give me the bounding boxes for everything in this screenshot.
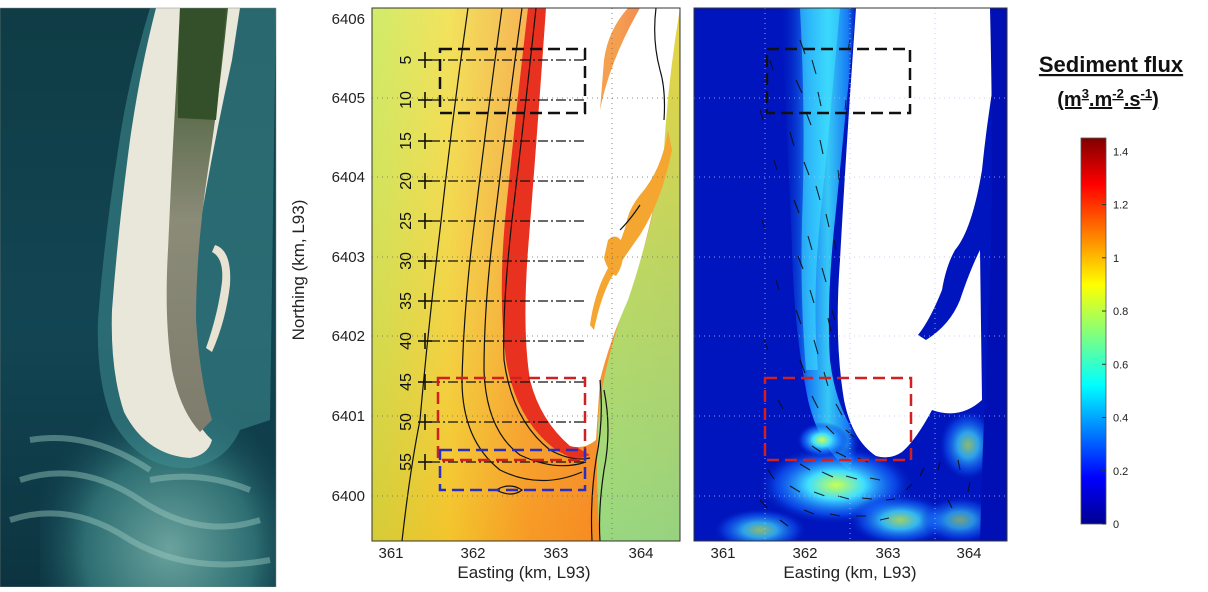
colorbar-tick-label: 0.6 xyxy=(1113,359,1128,371)
analysis-boxes xyxy=(436,47,587,492)
y-tick: 6405 xyxy=(332,90,365,107)
transect-label: 10 xyxy=(398,91,415,109)
y-tick: 6406 xyxy=(332,11,365,28)
colorbar-tick-label: 0.4 xyxy=(1113,413,1128,425)
transect-label: 55 xyxy=(398,453,415,471)
middle-y-ticks: 6400 6401 6402 6403 6404 6405 6406 xyxy=(332,11,365,505)
colorbar: Sediment flux (m3.m-2.s-1) 0 0.2 0.4 0.6 0.8… xyxy=(1039,52,1184,531)
transect-label: 15 xyxy=(398,132,415,150)
grid-lines-right xyxy=(694,8,1007,541)
y-tick: 6400 xyxy=(332,488,365,505)
transect-label: 50 xyxy=(398,413,415,431)
colorbar-title: Sediment flux xyxy=(1039,52,1184,77)
colorbar-tick-label: 0.2 xyxy=(1113,466,1128,478)
colorbar-tick-label: 0.8 xyxy=(1113,306,1128,318)
flux-vectors xyxy=(759,39,971,527)
right-x-ticks: 361 362 363 364 xyxy=(710,545,981,562)
satellite-image xyxy=(0,7,277,588)
colorbar-gradient xyxy=(1080,137,1107,525)
y-tick: 6401 xyxy=(332,408,365,425)
x-tick: 363 xyxy=(543,545,568,562)
analysis-boxes-right xyxy=(763,47,913,462)
north-box xyxy=(438,47,587,115)
middle-x-ticks: 361 362 363 364 xyxy=(378,545,653,562)
north-box xyxy=(765,47,912,115)
colorbar-tick-label: 1 xyxy=(1113,253,1119,265)
depth-contours xyxy=(401,8,666,541)
bathymetry-panel: 5 10 15 20 25 30 35 40 45 50 55 361 362 … xyxy=(289,7,681,582)
transect-label: 45 xyxy=(398,373,415,391)
middle-box xyxy=(436,376,587,462)
y-tick: 6404 xyxy=(332,169,365,186)
x-axis-label-right: Easting (km, L93) xyxy=(783,563,916,582)
transect-label: 40 xyxy=(398,332,415,350)
colorbar-tick-label: 0 xyxy=(1113,519,1119,531)
colorbar-ticks: 0 0.2 0.4 0.6 0.8 1 1.2 1.4 xyxy=(1102,146,1128,531)
colorbar-tick-label: 1.2 xyxy=(1113,200,1128,212)
x-axis-label-middle: Easting (km, L93) xyxy=(457,563,590,582)
transect-label: 25 xyxy=(398,212,415,230)
x-tick: 364 xyxy=(628,545,653,562)
x-tick: 362 xyxy=(460,545,485,562)
middle-box xyxy=(763,376,913,462)
south-box xyxy=(438,448,587,492)
colorbar-unit: (m3.m-2.s-1) xyxy=(1057,86,1159,111)
y-tick: 6402 xyxy=(332,328,365,345)
x-tick: 363 xyxy=(875,545,900,562)
transect-label: 35 xyxy=(398,292,415,310)
y-tick: 6403 xyxy=(332,249,365,266)
transect-label: 30 xyxy=(398,252,415,270)
transect-label: 20 xyxy=(398,172,415,190)
colorbar-tick-label: 1.4 xyxy=(1113,146,1128,158)
sediment-flux-panel: 361 362 363 364 Easting (km, L93) xyxy=(693,7,1008,582)
x-tick: 362 xyxy=(792,545,817,562)
y-axis-label: Northing (km, L93) xyxy=(289,200,308,341)
transect-lines xyxy=(418,52,584,470)
transect-label: 5 xyxy=(398,55,415,64)
x-tick: 364 xyxy=(956,545,981,562)
x-tick: 361 xyxy=(710,545,735,562)
transect-labels: 5 10 15 20 25 30 35 40 45 50 55 xyxy=(398,55,415,470)
x-tick: 361 xyxy=(378,545,403,562)
